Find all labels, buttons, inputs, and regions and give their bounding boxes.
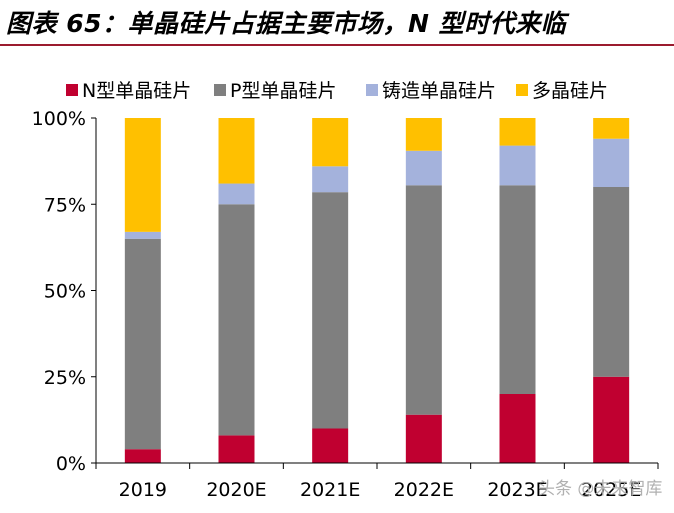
- bar-4-1: [499, 185, 536, 394]
- bar-5-1: [593, 187, 630, 377]
- bar-0-3: [124, 118, 161, 232]
- y-tick-label-4: 100%: [32, 108, 86, 130]
- bar-5-2: [593, 138, 630, 187]
- bar-3-0: [405, 414, 442, 463]
- bar-2-3: [312, 118, 349, 167]
- x-tick-label-1: 2020E: [206, 479, 266, 501]
- legend-swatch-3: [516, 84, 528, 96]
- title-divider: [0, 44, 674, 46]
- bar-1-1: [218, 204, 255, 436]
- bar-3-3: [405, 118, 442, 151]
- legend-label-3: 多晶硅片: [532, 80, 608, 102]
- page-title: 图表 65：单晶硅片占据主要市场，N 型时代来临: [6, 9, 567, 38]
- legend-swatch-0: [66, 84, 78, 96]
- legend-swatch-2: [366, 84, 378, 96]
- chart-bars: [124, 118, 630, 463]
- bar-1-2: [218, 183, 255, 205]
- bar-0-0: [124, 449, 161, 463]
- bar-4-3: [499, 118, 536, 146]
- bar-4-0: [499, 394, 536, 463]
- x-tick-label-2: 2021E: [300, 479, 360, 501]
- bar-2-0: [312, 428, 349, 463]
- y-tick-label-1: 25%: [44, 367, 86, 389]
- bar-4-2: [499, 145, 536, 186]
- bar-2-1: [312, 192, 349, 429]
- y-tick-label-0: 0%: [56, 453, 86, 475]
- bar-3-2: [405, 150, 442, 186]
- chart-axes: 0% 25% 50% 75% 100% 2019 2020E 2021E 2022E 2023E 2…: [32, 108, 659, 501]
- legend-label-1: P型单晶硅片: [230, 80, 336, 102]
- x-tick-label-5: 2025E: [581, 479, 641, 501]
- watermark-text: 头条 @未来智库: [538, 479, 662, 499]
- bar-1-0: [218, 435, 255, 463]
- bar-0-1: [124, 238, 161, 450]
- chart-legend: N型单晶硅片 P型单晶硅片 铸造单晶硅片 多晶硅片: [66, 80, 608, 102]
- bar-3-1: [405, 185, 442, 415]
- bar-2-2: [312, 166, 349, 193]
- bar-5-3: [593, 118, 630, 139]
- x-tick-label-3: 2022E: [394, 479, 454, 501]
- x-tick-label-0: 2019: [119, 479, 167, 501]
- legend-label-0: N型单晶硅片: [82, 80, 191, 102]
- y-tick-label-3: 75%: [44, 194, 86, 216]
- x-tick-label-4: 2023E: [487, 479, 547, 501]
- legend-swatch-1: [214, 84, 226, 96]
- legend-label-2: 铸造单晶硅片: [382, 80, 496, 102]
- bar-5-0: [593, 376, 630, 463]
- bar-1-3: [218, 118, 255, 184]
- bar-0-2: [124, 231, 161, 239]
- y-tick-label-2: 50%: [44, 281, 86, 303]
